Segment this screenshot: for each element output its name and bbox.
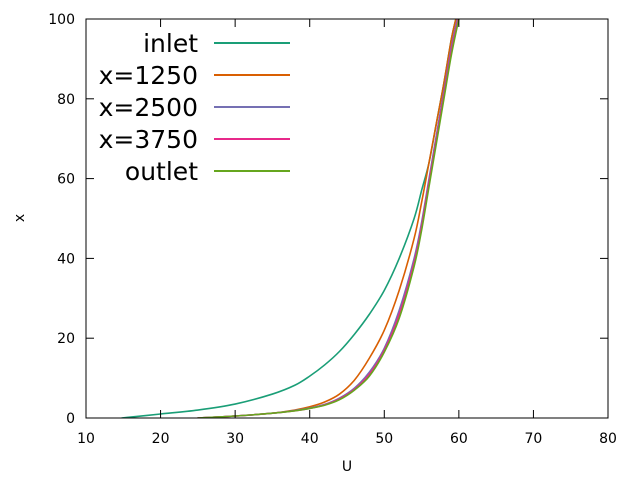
- y-tick-label: 100: [48, 12, 75, 28]
- y-tick-label: 40: [57, 251, 75, 267]
- ticks-layer: [85, 18, 609, 419]
- x-tick-label: 20: [152, 431, 170, 447]
- plot-frame: [85, 18, 609, 419]
- y-tick-label: 60: [57, 172, 75, 188]
- legend-item: x=2500: [99, 93, 290, 122]
- legend-label: inlet: [143, 29, 198, 58]
- legend-item: outlet: [125, 157, 290, 186]
- x-tick-label: 30: [226, 431, 244, 447]
- y-axis-label: x: [12, 214, 28, 222]
- legend-item: inlet: [143, 29, 290, 58]
- legend-item: x=3750: [99, 125, 290, 154]
- legend: inlet x=1250 x=2500 x=3750 outlet: [99, 29, 290, 186]
- x-tick-label: 10: [77, 431, 95, 447]
- tick-labels-layer: 10 20 30 40 50 60 70 80 0 20 40 60 80 100: [48, 12, 617, 447]
- series-line-outlet: [197, 19, 460, 418]
- legend-label: x=1250: [99, 61, 198, 90]
- legend-label: x=2500: [99, 93, 198, 122]
- y-tick-label: 20: [57, 331, 75, 347]
- y-tick-label: 0: [66, 411, 75, 427]
- legend-label: outlet: [125, 157, 198, 186]
- x-axis-label: U: [342, 459, 352, 475]
- x-tick-label: 70: [525, 431, 543, 447]
- x-tick-label: 40: [301, 431, 319, 447]
- y-tick-label: 80: [57, 92, 75, 108]
- legend-label: x=3750: [99, 125, 198, 154]
- x-tick-label: 80: [599, 431, 617, 447]
- x-tick-label: 50: [375, 431, 393, 447]
- legend-item: x=1250: [99, 61, 290, 90]
- x-tick-label: 60: [450, 431, 468, 447]
- series-line-x-1250: [197, 19, 457, 418]
- curves-layer: [120, 19, 460, 418]
